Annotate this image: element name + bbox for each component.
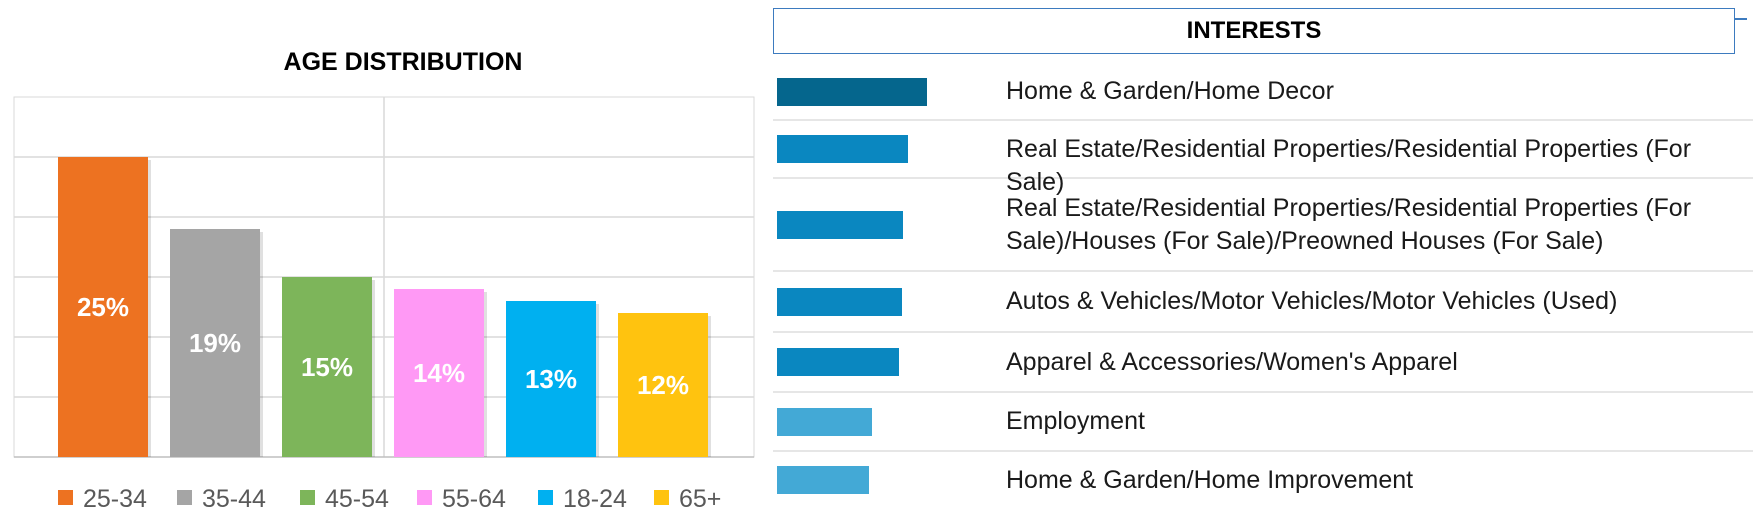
bar-18-24 [506,301,596,457]
interest-bar [777,348,899,376]
bar-55-64 [394,289,484,457]
interest-bar [777,135,908,163]
age-distribution-chart: AGE DISTRIBUTION 25% 19% 15% 14% 13% 12% 25-34 3… [0,0,760,512]
interest-bar [777,211,903,239]
interest-row: Home & Garden/Home Improvement [773,452,1753,510]
interests-title: INTERESTS [773,8,1735,54]
bar-data-label: 12% [637,370,689,400]
bar-45-54 [282,277,372,457]
interest-label: Apparel & Accessories/Women's Apparel [1006,348,1458,376]
interest-bar [777,288,902,316]
interest-row: Autos & Vehicles/Motor Vehicles/Motor Ve… [773,272,1753,333]
bar-data-label: 15% [301,352,353,382]
bar-data-label: 19% [189,328,241,358]
bar-25-34 [58,157,148,457]
interest-bar [777,466,869,494]
bar-35-44 [170,229,260,457]
bar-65+ [618,313,708,457]
legend-label: 25-34 [83,485,147,512]
interest-row: Real Estate/Residential Properties/Resid… [773,179,1753,272]
interest-row: Real Estate/Residential Properties/Resid… [773,121,1753,196]
interest-label: Home & Garden/Home Improvement [1006,466,1414,494]
legend-label: 35-44 [202,485,266,512]
bar-data-label: 25% [77,292,129,322]
legend-label: 65+ [679,485,721,512]
bar-data-label: 13% [525,364,577,394]
interest-bar [777,78,927,106]
interest-row: Apparel & Accessories/Women's Apparel [773,333,1753,393]
interest-label: Real Estate/Residential Properties/Resid… [1006,135,1692,196]
age-distribution-svg: AGE DISTRIBUTION 25% 19% 15% 14% 13% 12% 25-34 3… [13,48,755,512]
legend-swatch [654,490,669,505]
interests-chart: INTERESTS Home & Garden/Home Decor Real E… [773,8,1753,512]
legend-swatch [300,490,315,505]
legend-label: 55-64 [442,485,506,512]
chart-title: AGE DISTRIBUTION [284,48,523,76]
interest-bar [777,408,872,436]
header-decoration [1735,18,1747,20]
legend-label: 45-54 [325,485,389,512]
interest-label: Home & Garden/Home Decor [1006,77,1334,105]
interest-label: Autos & Vehicles/Motor Vehicles/Motor Ve… [1006,287,1618,315]
legend-swatch [177,490,192,505]
interest-label: Employment [1006,407,1145,435]
interest-row: Home & Garden/Home Decor [773,64,1753,121]
bar-data-label: 14% [413,358,465,388]
interest-label: Real Estate/Residential Properties/Resid… [1006,194,1692,255]
legend-label: 18-24 [563,485,627,512]
legend-swatch [58,490,73,505]
legend-swatch [417,490,432,505]
interest-row: Employment [773,393,1753,452]
legend-swatch [538,490,553,505]
